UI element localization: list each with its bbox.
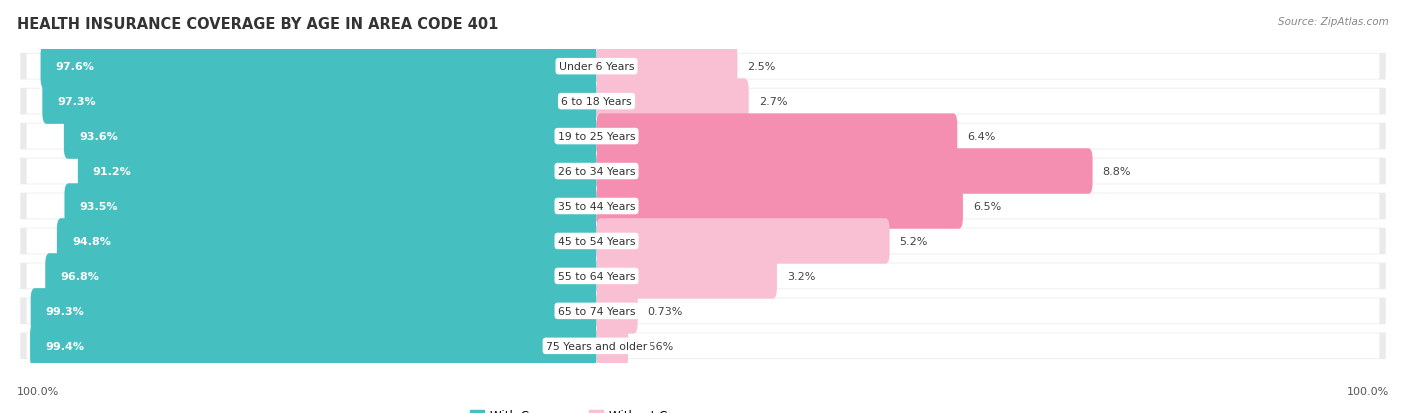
FancyBboxPatch shape bbox=[20, 123, 1386, 150]
Text: 99.4%: 99.4% bbox=[45, 341, 84, 351]
FancyBboxPatch shape bbox=[27, 159, 1379, 184]
Text: 91.2%: 91.2% bbox=[93, 166, 132, 177]
Text: 0.56%: 0.56% bbox=[638, 341, 673, 351]
FancyBboxPatch shape bbox=[20, 89, 1386, 115]
FancyBboxPatch shape bbox=[596, 114, 957, 159]
Text: 19 to 25 Years: 19 to 25 Years bbox=[558, 132, 636, 142]
Text: 6 to 18 Years: 6 to 18 Years bbox=[561, 97, 631, 107]
FancyBboxPatch shape bbox=[27, 124, 1379, 150]
Text: 65 to 74 Years: 65 to 74 Years bbox=[558, 306, 636, 316]
FancyBboxPatch shape bbox=[31, 288, 596, 334]
FancyBboxPatch shape bbox=[56, 219, 596, 264]
Text: Under 6 Years: Under 6 Years bbox=[558, 62, 634, 72]
FancyBboxPatch shape bbox=[596, 254, 778, 299]
Text: 26 to 34 Years: 26 to 34 Years bbox=[558, 166, 636, 177]
FancyBboxPatch shape bbox=[20, 158, 1386, 185]
Legend: With Coverage, Without Coverage: With Coverage, Without Coverage bbox=[465, 404, 720, 413]
FancyBboxPatch shape bbox=[20, 228, 1386, 255]
FancyBboxPatch shape bbox=[596, 219, 890, 264]
Text: 99.3%: 99.3% bbox=[45, 306, 84, 316]
FancyBboxPatch shape bbox=[27, 55, 1379, 80]
FancyBboxPatch shape bbox=[20, 193, 1386, 220]
Text: 55 to 64 Years: 55 to 64 Years bbox=[558, 271, 636, 281]
Text: 97.6%: 97.6% bbox=[56, 62, 94, 72]
FancyBboxPatch shape bbox=[27, 194, 1379, 219]
Text: 94.8%: 94.8% bbox=[72, 236, 111, 247]
Text: 8.8%: 8.8% bbox=[1102, 166, 1130, 177]
Text: 93.5%: 93.5% bbox=[80, 202, 118, 211]
FancyBboxPatch shape bbox=[63, 114, 596, 159]
FancyBboxPatch shape bbox=[30, 323, 596, 369]
FancyBboxPatch shape bbox=[596, 184, 963, 229]
Text: 100.0%: 100.0% bbox=[1347, 387, 1389, 396]
Text: 97.3%: 97.3% bbox=[58, 97, 96, 107]
Text: 6.5%: 6.5% bbox=[973, 202, 1001, 211]
Text: 3.2%: 3.2% bbox=[787, 271, 815, 281]
FancyBboxPatch shape bbox=[65, 184, 596, 229]
FancyBboxPatch shape bbox=[596, 323, 628, 369]
FancyBboxPatch shape bbox=[27, 333, 1379, 358]
Text: 93.6%: 93.6% bbox=[79, 132, 118, 142]
FancyBboxPatch shape bbox=[27, 263, 1379, 289]
FancyBboxPatch shape bbox=[41, 44, 596, 90]
FancyBboxPatch shape bbox=[77, 149, 596, 194]
Text: 75 Years and older: 75 Years and older bbox=[546, 341, 647, 351]
Text: 2.5%: 2.5% bbox=[748, 62, 776, 72]
Text: 45 to 54 Years: 45 to 54 Years bbox=[558, 236, 636, 247]
FancyBboxPatch shape bbox=[596, 79, 749, 125]
FancyBboxPatch shape bbox=[596, 44, 738, 90]
Text: 0.73%: 0.73% bbox=[648, 306, 683, 316]
FancyBboxPatch shape bbox=[20, 298, 1386, 324]
FancyBboxPatch shape bbox=[45, 254, 596, 299]
Text: 96.8%: 96.8% bbox=[60, 271, 100, 281]
FancyBboxPatch shape bbox=[20, 54, 1386, 80]
FancyBboxPatch shape bbox=[27, 299, 1379, 324]
FancyBboxPatch shape bbox=[27, 229, 1379, 254]
FancyBboxPatch shape bbox=[27, 89, 1379, 114]
FancyBboxPatch shape bbox=[596, 288, 638, 334]
Text: HEALTH INSURANCE COVERAGE BY AGE IN AREA CODE 401: HEALTH INSURANCE COVERAGE BY AGE IN AREA… bbox=[17, 17, 498, 31]
FancyBboxPatch shape bbox=[596, 149, 1092, 194]
Text: Source: ZipAtlas.com: Source: ZipAtlas.com bbox=[1278, 17, 1389, 26]
Text: 35 to 44 Years: 35 to 44 Years bbox=[558, 202, 636, 211]
FancyBboxPatch shape bbox=[20, 263, 1386, 290]
Text: 100.0%: 100.0% bbox=[17, 387, 59, 396]
FancyBboxPatch shape bbox=[42, 79, 596, 125]
Text: 5.2%: 5.2% bbox=[900, 236, 928, 247]
Text: 2.7%: 2.7% bbox=[759, 97, 787, 107]
Text: 6.4%: 6.4% bbox=[967, 132, 995, 142]
FancyBboxPatch shape bbox=[20, 333, 1386, 359]
